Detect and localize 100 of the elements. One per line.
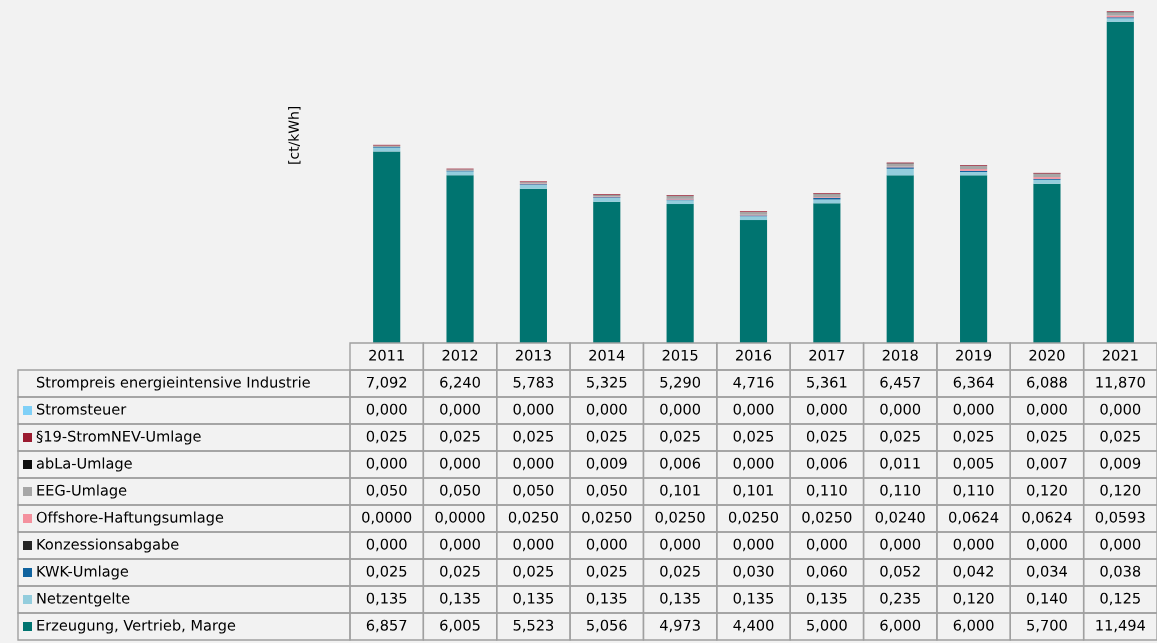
legend-label: EEG-Umlage <box>37 484 127 499</box>
data-label: 0,038 <box>1100 565 1141 579</box>
data-label: 0,000 <box>733 538 774 552</box>
data-label: 0,000 <box>513 403 554 417</box>
data-label: 0,034 <box>1027 565 1068 579</box>
data-label: 0,000 <box>586 403 627 417</box>
data-label: 0,101 <box>660 484 700 498</box>
data-label: 0,135 <box>806 592 847 606</box>
data-label: 0,000 <box>440 403 480 417</box>
total-label: 6,457 <box>880 376 920 390</box>
data-label: 0,005 <box>953 457 994 471</box>
data-label: 0,025 <box>1027 430 1067 444</box>
data-label: 0,025 <box>660 430 700 444</box>
data-label: 11,494 <box>1096 619 1146 633</box>
data-label: 0,125 <box>1100 592 1140 606</box>
total-label: 11,870 <box>1096 376 1145 390</box>
total-label: 7,092 <box>367 376 407 390</box>
data-label: 5,700 <box>1027 619 1067 633</box>
data-label: 0,052 <box>880 565 920 579</box>
total-label: 6,240 <box>440 376 480 390</box>
data-label: 0,025 <box>366 430 407 444</box>
x-tick-label: 2019 <box>956 349 992 361</box>
x-tick-label: 2018 <box>882 349 918 361</box>
data-label: 0,025 <box>953 430 994 444</box>
legend-label: abLa-Umlage <box>36 457 132 472</box>
data-label: 5,056 <box>587 619 627 633</box>
data-label: 6,000 <box>880 619 921 633</box>
total-label: 5,361 <box>807 376 847 390</box>
data-label: 0,025 <box>1100 430 1140 444</box>
data-label: 0,025 <box>880 430 920 444</box>
data-label: 0,007 <box>1027 457 1067 471</box>
data-label: 0,025 <box>806 430 847 444</box>
data-label: 0,135 <box>513 592 554 606</box>
data-label: 0,135 <box>733 592 774 606</box>
data-label: 0,000 <box>806 538 847 552</box>
data-label: 0,000 <box>1100 403 1141 417</box>
legend-label: KWK-Umlage <box>37 565 129 580</box>
data-label: 0,000 <box>660 538 701 552</box>
data-label: 0,0624 <box>1022 511 1072 525</box>
y-axis-title: [ct/kWh] <box>288 106 301 164</box>
total-label: 5,783 <box>513 376 554 390</box>
data-label: 0,0250 <box>582 511 632 525</box>
legend-label: Konzessionsabgabe <box>37 538 179 553</box>
data-label: 0,0250 <box>655 511 705 525</box>
data-label: 0,135 <box>366 592 407 606</box>
data-label: 0,000 <box>1027 538 1067 552</box>
x-tick-label: 2012 <box>442 349 478 361</box>
x-tick-label: 2020 <box>1029 349 1065 361</box>
data-label: 0,050 <box>440 484 480 498</box>
x-tick-label: 2011 <box>369 349 404 361</box>
data-label: 0,135 <box>440 592 480 606</box>
data-label: 0,025 <box>586 565 627 579</box>
data-label: 0,0240 <box>875 511 925 525</box>
data-label: 6,005 <box>440 619 480 633</box>
data-label: 4,973 <box>659 619 700 633</box>
data-label: 0,009 <box>1100 457 1141 471</box>
data-label: 0,000 <box>660 403 701 417</box>
legend-label: Netzentgelte <box>37 592 130 607</box>
data-label: 0,120 <box>1100 484 1141 498</box>
data-label: 0,025 <box>366 565 407 579</box>
text: Strompreis energieintensive Industrie <box>36 376 310 391</box>
data-label: 6,000 <box>953 619 994 633</box>
x-tick-label: 2015 <box>662 349 698 361</box>
data-label: 0,050 <box>513 484 554 498</box>
data-label: 0,009 <box>586 457 627 471</box>
data-label: 0,0000 <box>362 511 412 525</box>
data-label: 0,025 <box>586 430 627 444</box>
data-label: 0,050 <box>586 484 627 498</box>
total-label: 6,088 <box>1027 376 1067 390</box>
total-label: 4,716 <box>733 376 774 390</box>
data-label: 0,025 <box>513 430 554 444</box>
data-label: 0,000 <box>513 538 554 552</box>
data-label: 0,000 <box>440 457 480 471</box>
data-label: 0,0250 <box>802 511 852 525</box>
data-label: 0,000 <box>733 403 774 417</box>
data-label: 0,000 <box>366 457 407 471</box>
data-label: 0,0250 <box>508 511 558 525</box>
data-label: 0,025 <box>733 430 774 444</box>
data-label: 0,135 <box>660 592 700 606</box>
data-label: 0,025 <box>440 430 480 444</box>
x-tick-label: 2014 <box>589 349 625 361</box>
data-label: 0,110 <box>953 484 994 498</box>
data-label: 0,000 <box>880 403 921 417</box>
data-label: 0,0624 <box>949 511 999 525</box>
data-label: 0,000 <box>953 538 994 552</box>
data-label: 0,0250 <box>728 511 779 525</box>
data-label: 0,000 <box>880 538 921 552</box>
data-label: 0,0000 <box>435 511 485 525</box>
data-label: 0,140 <box>1027 592 1067 606</box>
data-label: 0,110 <box>806 484 847 498</box>
data-label: 0,006 <box>660 457 701 471</box>
data-label: 5,523 <box>513 619 554 633</box>
data-label: 0,000 <box>953 403 994 417</box>
data-label: 0,110 <box>880 484 921 498</box>
data-label: 0,000 <box>586 538 627 552</box>
x-tick-label: 2016 <box>736 349 772 361</box>
data-label: 5,000 <box>807 619 847 633</box>
data-label: 0,025 <box>440 565 480 579</box>
data-label: 0,000 <box>806 403 847 417</box>
legend-label: Erzeugung, Vertrieb, Marge <box>37 619 236 634</box>
